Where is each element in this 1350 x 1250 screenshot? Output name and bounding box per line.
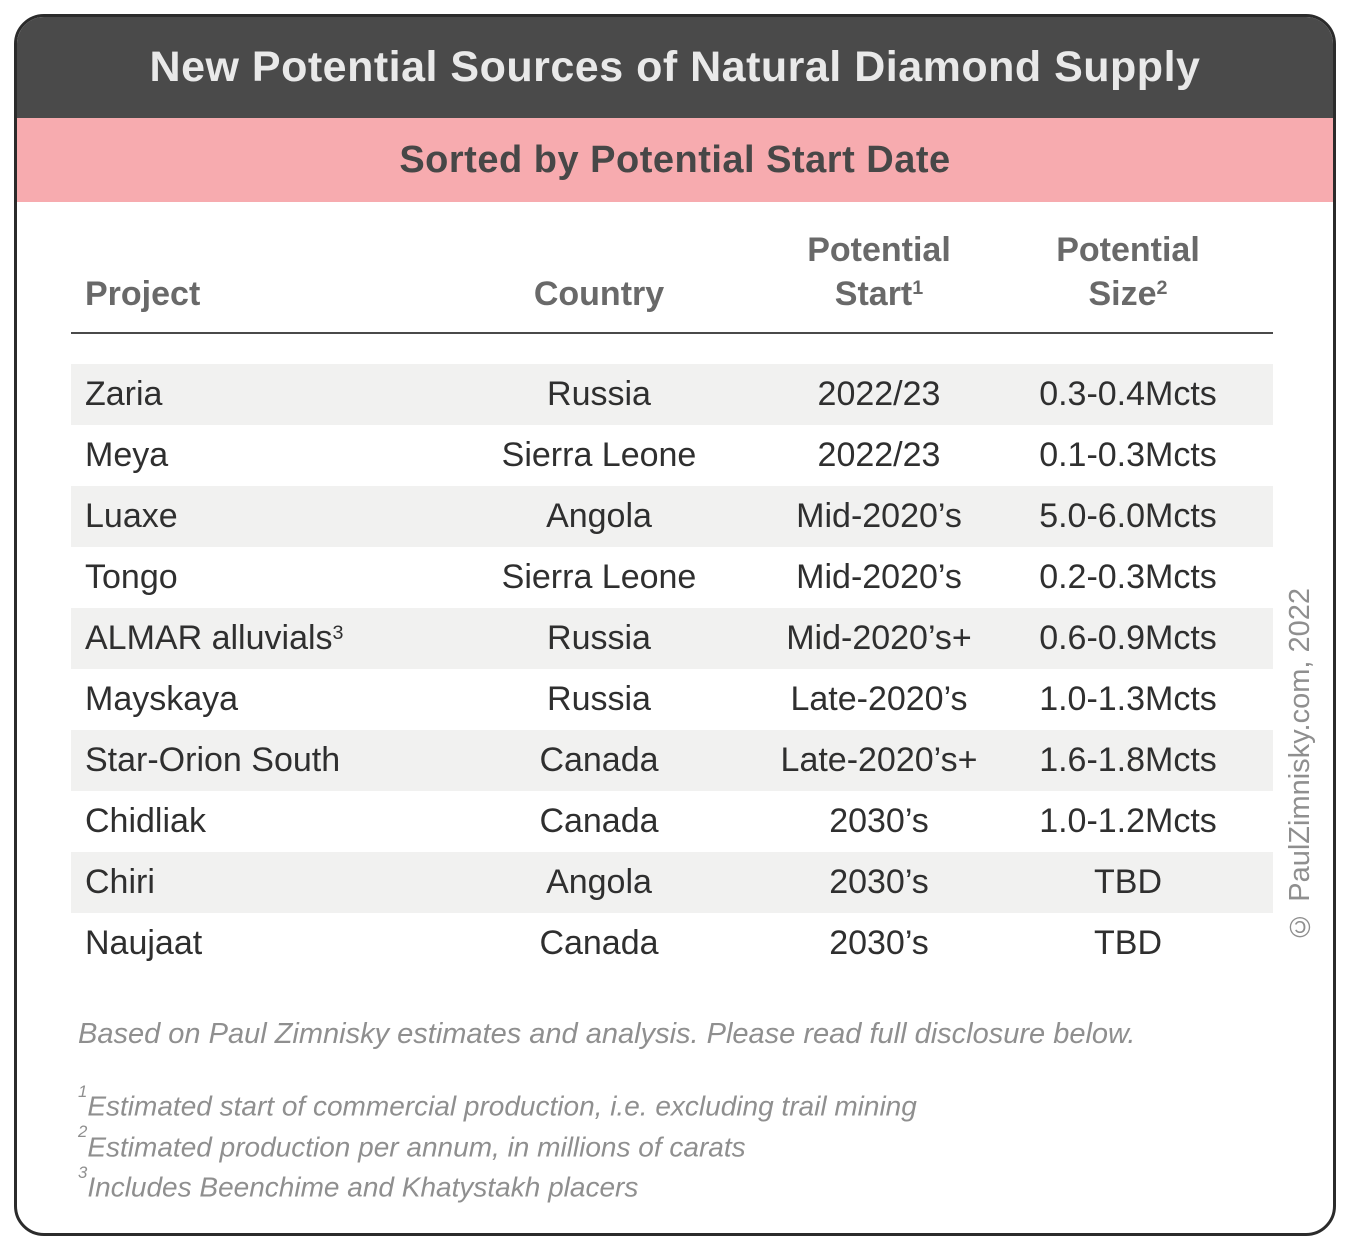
table-row: Naujaat Canada 2030’s TBD [71,913,1273,974]
diamond-supply-table: Project Country Potential Start1 Potential Si… [71,202,1273,974]
table-row: Chiri Angola 2030’s TBD [71,852,1273,914]
subtitle-bar: Sorted by Potential Start Date [17,118,1333,202]
table-row: Mayskaya Russia Late-2020’s 1.0-1.3Mcts [71,669,1273,730]
column-header-potential-start: Potential Start1 [807,231,951,314]
cell-potential-size: TBD [1094,924,1162,963]
cell-country: Russia [547,375,651,414]
table-row: Luaxe Angola Mid-2020’s 5.0-6.0Mcts [71,486,1273,548]
cell-potential-start: Mid-2020’s+ [786,619,972,658]
disclosure-note: Based on Paul Zimnisky estimates and ana… [78,1018,1136,1051]
cell-potential-size: 0.1-0.3Mcts [1039,436,1217,475]
footnote-marker: 1 [912,277,924,300]
cell-country: Sierra Leone [501,436,697,475]
cell-project: Star-Orion South [85,741,341,780]
cell-potential-size: 1.6-1.8Mcts [1039,741,1217,780]
cell-project: Meya [85,436,169,475]
column-header-potential-size: Potential Size2 [1056,231,1200,314]
cell-potential-size: 0.6-0.9Mcts [1039,619,1217,658]
footnote-marker: 2 [1156,277,1168,300]
cell-potential-start: 2030’s [829,863,929,902]
subtitle: Sorted by Potential Start Date [399,138,951,181]
column-header-country: Country [533,275,665,314]
cell-potential-size: 1.0-1.2Mcts [1039,802,1217,841]
cell-potential-start: 2030’s [829,924,929,963]
cell-potential-start: 2022/23 [817,436,941,475]
cell-potential-size: 1.0-1.3Mcts [1039,680,1217,719]
cell-country: Angola [546,497,652,536]
cell-potential-size: 5.0-6.0Mcts [1039,497,1217,536]
cell-project: Naujaat [85,924,203,963]
cell-potential-start: Late-2020’s+ [780,741,978,780]
cell-potential-size: TBD [1094,863,1162,902]
copyright-vertical: © PaulZimnisky.com, 2022 [1284,588,1316,942]
footnotes: 1Estimated start of commercial productio… [78,1081,1333,1204]
cell-project: Chidliak [85,802,206,841]
cell-country: Canada [539,802,659,841]
table-row: ALMAR alluvials3 Russia Mid-2020’s+ 0.6-0.9… [71,608,1273,670]
cell-country: Canada [539,741,659,780]
cell-potential-size: 0.3-0.4Mcts [1039,375,1217,414]
cell-country: Canada [539,924,659,963]
table-row: Zaria Russia 2022/23 0.3-0.4Mcts [71,364,1273,426]
table-row: Tongo Sierra Leone Mid-2020’s 0.2-0.3Mcts [71,547,1273,608]
column-header-project: Project [85,275,201,314]
cell-potential-start: Mid-2020’s [796,497,962,536]
cell-potential-start: Late-2020’s [790,680,968,719]
cell-potential-start: 2030’s [829,802,929,841]
table-row: Chidliak Canada 2030’s 1.0-1.2Mcts [71,791,1273,852]
cell-country: Angola [546,863,652,902]
table-header-row: Project Country Potential Start1 Potential Si… [71,202,1273,335]
title-bar: New Potential Sources of Natural Diamond… [17,17,1333,118]
cell-potential-size: 0.2-0.3Mcts [1039,558,1217,597]
footnote-marker: 3 [78,1162,88,1182]
cell-project: Tongo [85,558,178,597]
cell-potential-start: 2022/23 [817,375,941,414]
footnote-line: 2Estimated production per annum, in mill… [78,1122,746,1163]
table-row: Star-Orion South Canada Late-2020’s+ 1.6-1.… [71,730,1273,792]
cell-project: Mayskaya [85,680,239,719]
table-body: Zaria Russia 2022/23 0.3-0.4Mcts Meya Sierra … [71,364,1273,974]
cell-project: Zaria [85,375,163,414]
page-title: New Potential Sources of Natural Diamond… [149,43,1201,91]
footnote-marker: 1 [78,1081,88,1101]
cell-country: Russia [547,619,651,658]
table-row: Meya Sierra Leone 2022/23 0.1-0.3Mcts [71,425,1273,486]
footnote-marker: 2 [78,1122,88,1142]
footnote-line: 1Estimated start of commercial productio… [78,1081,917,1122]
cell-project: Chiri [85,863,155,902]
cell-potential-start: Mid-2020’s [796,558,962,597]
cell-country: Sierra Leone [501,558,697,597]
cell-country: Russia [547,680,651,719]
footnote-marker: 3 [332,621,344,644]
cell-project: ALMAR alluvials3 [85,619,344,658]
infographic-card: New Potential Sources of Natural Diamond… [14,14,1336,1236]
footnote-line: 3Includes Beenchime and Khatystakh place… [78,1162,639,1203]
cell-project: Luaxe [85,497,178,536]
